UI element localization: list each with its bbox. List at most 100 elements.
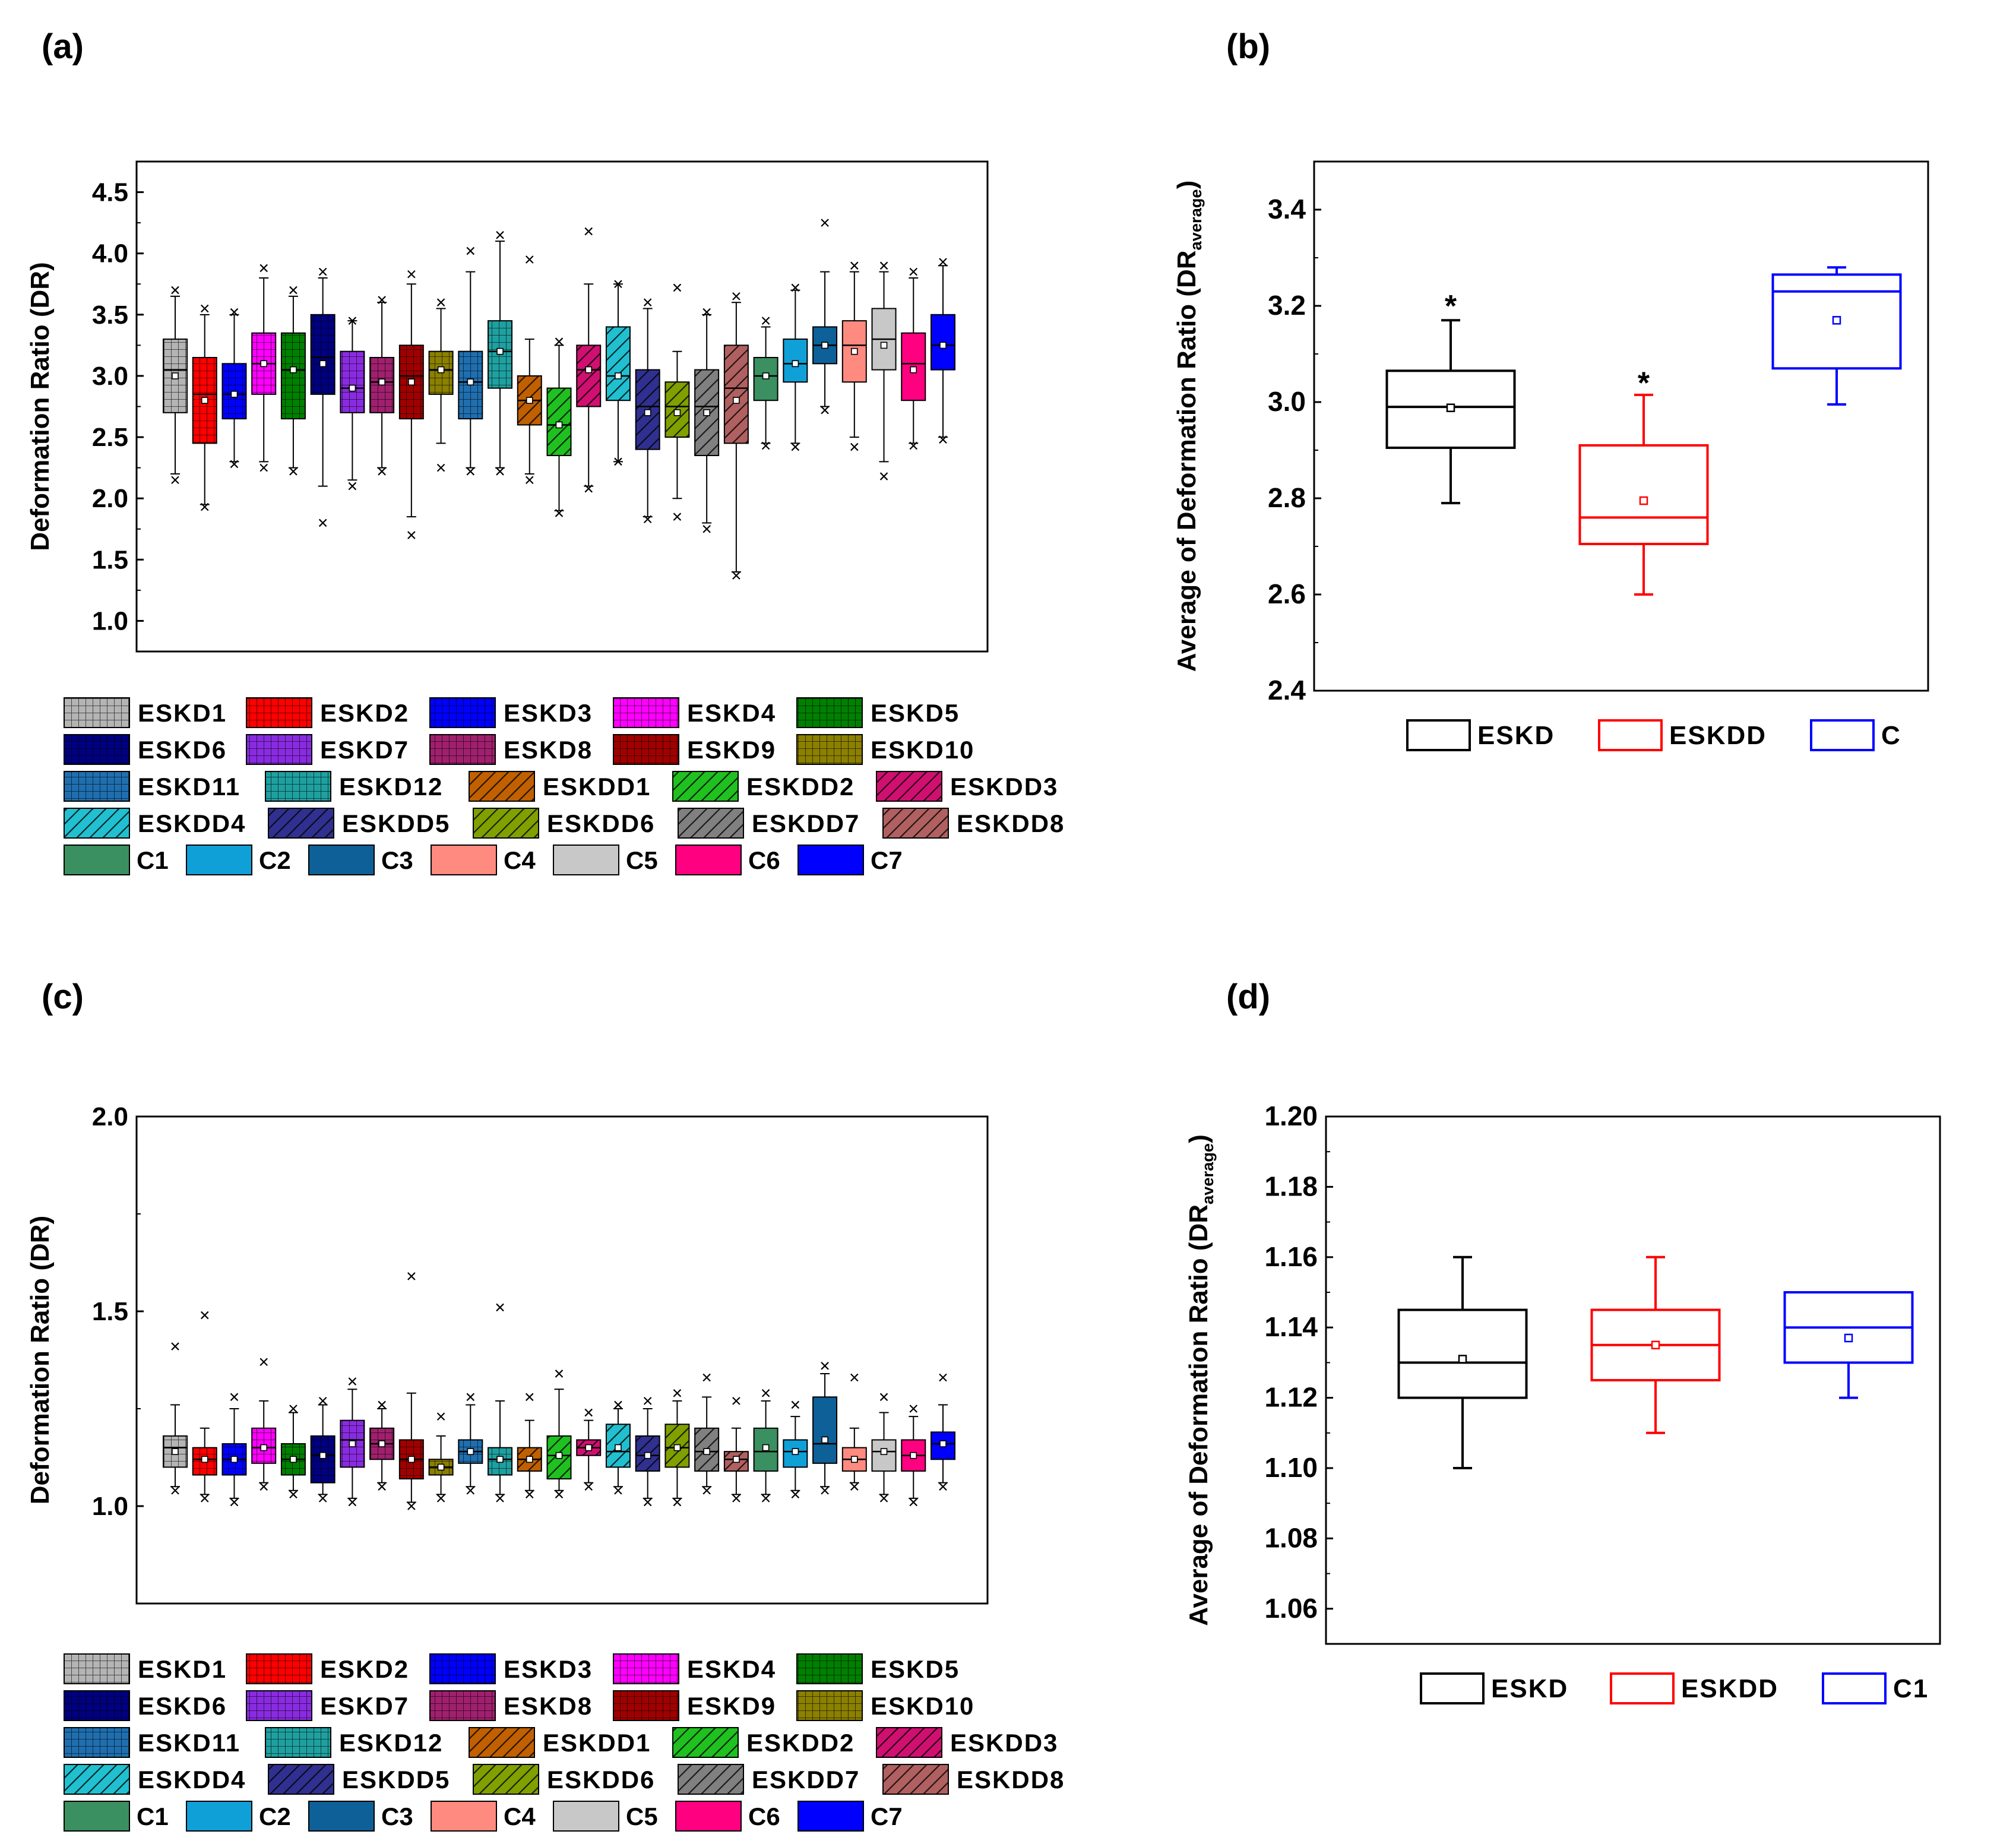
- box-c3: [812, 219, 838, 415]
- panel-label-d: (d): [1226, 978, 1270, 1016]
- legend-item-eskd: ESKD: [1420, 1672, 1568, 1704]
- outlier-marker: [643, 1498, 652, 1507]
- box-body: [871, 1439, 897, 1472]
- panel-c: (c) 1.0 1.5 2.0 Deformation Ratio (DR) ESKD…: [26, 978, 1064, 1832]
- box-eskdd6: [664, 1389, 690, 1507]
- legend-item-eskdd: ESKDD: [1610, 1672, 1777, 1704]
- legend-swatch: [613, 697, 679, 728]
- box-c5: [871, 261, 897, 480]
- box-c7: [931, 1373, 955, 1491]
- outlier-marker: [230, 1393, 239, 1402]
- y-tick-label: 1.10: [1264, 1452, 1318, 1483]
- mean-marker: [644, 409, 651, 416]
- legend-label: ESKD3: [504, 1655, 593, 1683]
- mean-marker: [555, 1451, 563, 1459]
- legend-item-eskd10: ESKD10: [796, 1690, 974, 1721]
- box-body: [723, 344, 749, 444]
- box-eskdd: [1590, 1255, 1721, 1434]
- legend-swatch: [431, 845, 497, 875]
- legend-swatch: [678, 1764, 744, 1795]
- legend-label: C3: [381, 846, 413, 874]
- legend-swatch: [473, 808, 539, 839]
- mean-marker: [496, 1456, 504, 1463]
- legend-label: C6: [748, 846, 780, 874]
- mean-marker: [201, 397, 208, 404]
- legend-swatch: [186, 1801, 252, 1832]
- legend-swatch: [797, 845, 864, 875]
- legend-item-c1: C1: [64, 1801, 169, 1832]
- box-c4: [841, 261, 867, 451]
- plot-c: 1.0 1.5 2.0 Deformation Ratio (DR): [26, 1102, 989, 1605]
- outlier-marker: [525, 255, 534, 264]
- box-eskd1: [163, 1342, 188, 1495]
- legend-label: ESKDD5: [342, 1766, 450, 1794]
- mean-marker: [349, 384, 356, 392]
- legend-swatch: [876, 1727, 942, 1758]
- legend-item-eskdd3: ESKDD3: [876, 771, 1057, 802]
- box-c2: [783, 1400, 808, 1499]
- outlier-marker: [407, 1272, 416, 1280]
- legend-item-c3: C3: [308, 1801, 413, 1832]
- box-c2: [783, 283, 808, 451]
- box-body: [1578, 444, 1709, 545]
- outlier-marker: [555, 1370, 564, 1378]
- legend-item-eskd6: ESKD6: [64, 734, 226, 765]
- y-tick-label: 1.14: [1264, 1311, 1318, 1342]
- y-axis-label: Deformation Ratio (DR): [26, 262, 55, 551]
- box-c5: [871, 1393, 897, 1503]
- legend-label: C3: [381, 1802, 413, 1830]
- outlier-marker: [643, 515, 652, 524]
- box-body: [605, 326, 631, 401]
- legend-label: ESKDD1: [543, 1729, 651, 1757]
- mean-marker: [408, 378, 415, 386]
- legend-swatch: [268, 808, 334, 839]
- legend-label: ESKDD3: [950, 1729, 1058, 1757]
- box-eskdd6: [664, 283, 690, 521]
- outlier-marker: [378, 296, 386, 304]
- box-c6: [901, 1405, 926, 1507]
- mean-marker: [230, 1456, 238, 1463]
- legend-swatch: [882, 1764, 949, 1795]
- outlier-marker: [318, 1397, 327, 1405]
- legend-label: ESKD12: [339, 773, 443, 801]
- outlier-marker: [791, 442, 800, 451]
- outlier-marker: [702, 524, 711, 533]
- outlier-marker: [614, 280, 622, 289]
- legend-label: ESKD8: [504, 736, 593, 764]
- outlier-marker: [378, 1400, 386, 1409]
- y-axis-label: Deformation Ratio (DR): [26, 1216, 55, 1504]
- box-body: [783, 1439, 808, 1468]
- legend-label: ESKD10: [871, 1692, 974, 1720]
- mean-marker: [585, 1444, 593, 1451]
- box-eskdd2: [546, 1370, 572, 1499]
- legend-label: ESKD4: [687, 1655, 776, 1683]
- plot-frame: [135, 1115, 989, 1605]
- outlier-marker: [466, 1486, 475, 1495]
- legend-swatch: [429, 697, 496, 728]
- mean-marker: [201, 1456, 208, 1463]
- outlier-marker: [732, 571, 740, 580]
- outlier-marker: [909, 1405, 918, 1413]
- box-body: [753, 1427, 778, 1472]
- mean-marker: [260, 360, 267, 368]
- box-eskdd3: [576, 1408, 602, 1491]
- legend-label: ESKD: [1491, 1674, 1568, 1703]
- y-tick-label: 1.0: [92, 1492, 128, 1521]
- outlier-marker: [702, 1486, 711, 1495]
- panel-b: (b) 2.4 2.6 2.8 3.0 3.2 3.4 Average of Deforma…: [1172, 27, 1929, 751]
- legend-swatch: [796, 697, 863, 728]
- legend-item-eskd8: ESKD8: [429, 1690, 591, 1721]
- legend-item-c6: C6: [675, 1801, 780, 1832]
- legend-label: ESKD12: [339, 1729, 443, 1757]
- box-eskd12: [488, 230, 513, 476]
- box-eskd2: [192, 304, 217, 511]
- outlier-marker: [643, 1397, 652, 1405]
- mean-marker: [290, 1456, 297, 1463]
- box-body: [340, 350, 365, 413]
- box-eskdd7: [694, 1373, 720, 1495]
- box-eskd12: [488, 1303, 513, 1503]
- box-body: [221, 363, 247, 420]
- mean-marker: [910, 1451, 917, 1459]
- outlier-marker: [525, 476, 534, 485]
- legend-label: ESKD10: [871, 736, 974, 764]
